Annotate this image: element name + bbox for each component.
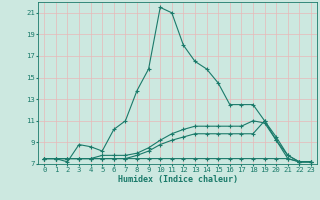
X-axis label: Humidex (Indice chaleur): Humidex (Indice chaleur): [118, 175, 238, 184]
